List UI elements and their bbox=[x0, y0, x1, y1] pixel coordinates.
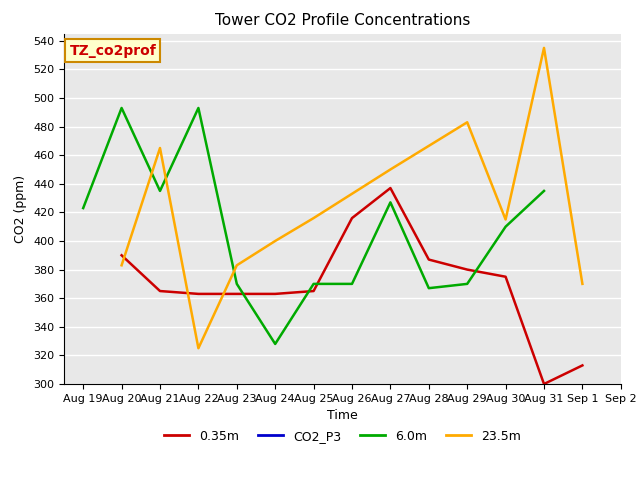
Text: TZ_co2prof: TZ_co2prof bbox=[70, 44, 156, 58]
X-axis label: Time: Time bbox=[327, 409, 358, 422]
Legend: 0.35m, CO2_P3, 6.0m, 23.5m: 0.35m, CO2_P3, 6.0m, 23.5m bbox=[159, 425, 525, 448]
Title: Tower CO2 Profile Concentrations: Tower CO2 Profile Concentrations bbox=[214, 13, 470, 28]
Y-axis label: CO2 (ppm): CO2 (ppm) bbox=[15, 175, 28, 243]
